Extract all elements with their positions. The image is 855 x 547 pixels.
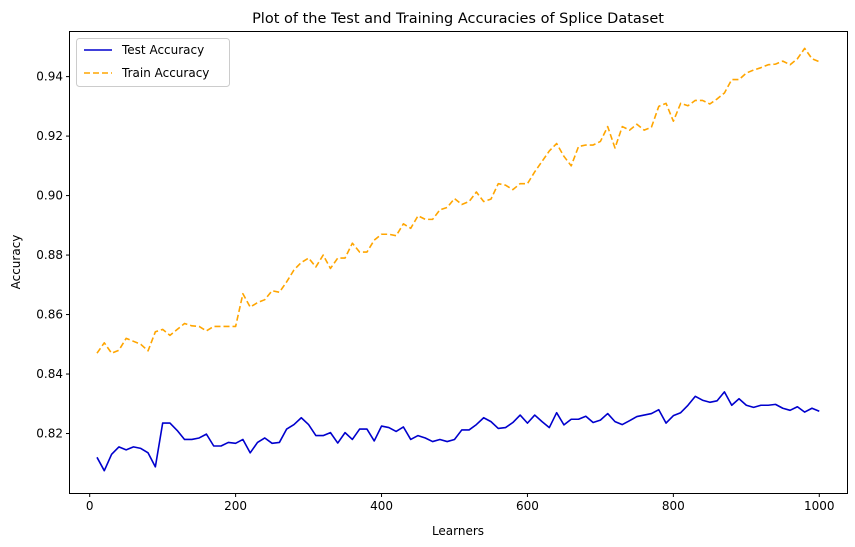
y-tick-label: 0.82 [36,427,63,441]
x-tick-label: 400 [370,499,393,513]
y-tick-label: 0.90 [36,189,63,203]
y-axis: 0.82 0.84 0.86 0.88 0.90 0.92 0.94 [36,70,70,441]
x-axis: 0 200 400 600 800 1000 [86,493,835,513]
y-tick-label: 0.84 [36,367,63,381]
y-tick-label: 0.92 [36,129,63,143]
x-tick-label: 200 [224,499,247,513]
x-tick-label: 1000 [804,499,835,513]
series-line-train-accuracy [96,47,820,355]
legend-box [76,38,230,87]
series-layer [96,47,820,472]
chart-title: Plot of the Test and Training Accuracies… [252,11,664,27]
x-tick-label: 0 [86,499,94,513]
legend: Test Accuracy Train Accuracy [76,38,230,87]
y-tick-label: 0.94 [36,70,63,84]
x-tick-label: 600 [516,499,539,513]
plot-frame [69,31,848,494]
y-axis-label: Accuracy [9,235,23,290]
series-line-test-accuracy [96,391,820,472]
x-tick-label: 800 [662,499,685,513]
x-axis-label: Learners [432,524,484,538]
y-tick-label: 0.88 [36,248,63,262]
y-tick-label: 0.86 [36,308,63,322]
legend-label-test: Test Accuracy [121,43,204,57]
legend-label-train: Train Accuracy [121,66,209,80]
